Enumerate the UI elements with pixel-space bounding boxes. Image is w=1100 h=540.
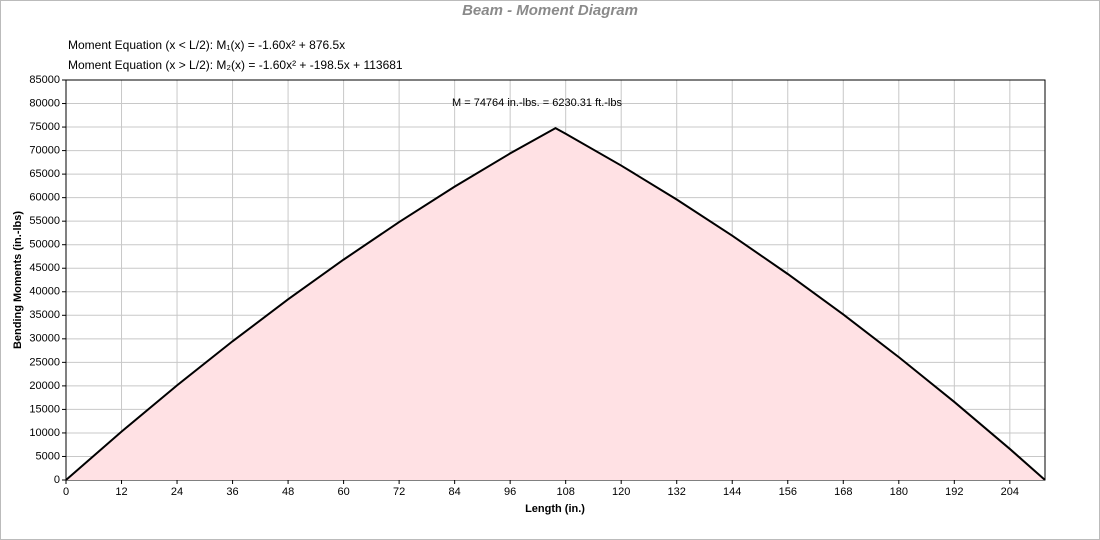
chart-title: Beam - Moment Diagram (462, 2, 638, 19)
y-tick-label: 0 (54, 474, 60, 486)
x-tick-label: 108 (556, 486, 574, 498)
y-tick-label: 35000 (29, 309, 60, 321)
x-tick-label: 120 (612, 486, 630, 498)
y-tick-label: 70000 (29, 144, 60, 156)
y-tick-label: 55000 (29, 215, 60, 227)
x-tick-label: 156 (779, 486, 797, 498)
y-tick-label: 10000 (29, 427, 60, 439)
y-tick-label: 15000 (29, 403, 60, 415)
y-tick-label: 50000 (29, 239, 60, 251)
x-axis-title: Length (in.) (525, 503, 585, 515)
y-tick-label: 85000 (29, 74, 60, 86)
y-tick-label: 65000 (29, 168, 60, 180)
x-tick-label: 192 (945, 486, 963, 498)
line (65, 127, 1046, 481)
equation: Moment Equation (x < L/2): M₁(x) = -1.60… (68, 38, 345, 52)
y-axis-title: Bending Moments (in.-lbs) (12, 211, 24, 349)
area (66, 128, 1045, 481)
x-tick-label: 36 (226, 486, 238, 498)
y-tick-label: 5000 (36, 450, 60, 462)
x-tick-label: 0 (63, 486, 69, 498)
x-tick-label: 24 (171, 486, 183, 498)
x-tick-label: 96 (504, 486, 516, 498)
y-tick-label: 25000 (29, 356, 60, 368)
x-tick-label: 180 (890, 486, 908, 498)
x-tick-label: 12 (115, 486, 127, 498)
y-tick-label: 20000 (29, 380, 60, 392)
x-tick-label: 168 (834, 486, 852, 498)
y-tick-label: 80000 (29, 97, 60, 109)
y-tick-label: 30000 (29, 333, 60, 345)
y-tick-label: 60000 (29, 192, 60, 204)
y-tick-label: 75000 (29, 121, 60, 133)
plot (65, 127, 1046, 481)
y-tick-label: 45000 (29, 262, 60, 274)
x-tick-label: 132 (668, 486, 686, 498)
x-tick-label: 204 (1001, 486, 1019, 498)
x-tick-label: 72 (393, 486, 405, 498)
x-tick-label: 144 (723, 486, 741, 498)
x-tick-label: 48 (282, 486, 294, 498)
y-tick-label: 40000 (29, 286, 60, 298)
equation: Moment Equation (x > L/2): M₂(x) = -1.60… (68, 58, 403, 72)
peak-label: M = 74764 in.-lbs. = 6230.31 ft.-lbs (452, 97, 622, 109)
x-tick-label: 84 (449, 486, 461, 498)
x-tick-label: 60 (337, 486, 349, 498)
